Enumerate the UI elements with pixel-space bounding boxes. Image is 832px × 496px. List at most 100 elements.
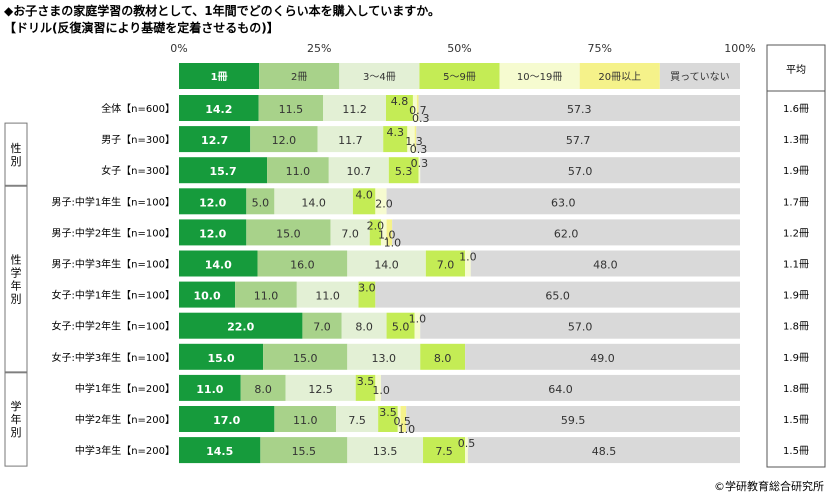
group-label: 別 — [11, 293, 22, 306]
data-label: 14.0 — [205, 259, 232, 272]
row-label: 女子:中学1年生【n=100】 — [51, 289, 175, 302]
data-label: 48.5 — [592, 445, 617, 458]
bar-segment — [179, 95, 259, 121]
bar-segment — [414, 312, 421, 339]
data-label: 15.0 — [293, 352, 318, 365]
row-label: 女子【n=300】 — [101, 164, 175, 177]
bar-segment — [375, 281, 740, 308]
bar-segment — [341, 312, 387, 339]
data-label: 14.5 — [206, 445, 233, 458]
bar-segment — [420, 312, 740, 339]
data-label: 0.3 — [412, 112, 430, 125]
bar-segment — [400, 406, 407, 432]
data-label: 3.5 — [357, 375, 375, 388]
bar-segment — [336, 406, 379, 432]
bar-segment — [470, 250, 740, 277]
legend-label: 5～9冊 — [443, 72, 476, 83]
bar-segment — [179, 374, 241, 401]
data-label: 22.0 — [227, 321, 254, 334]
group-box — [4, 371, 28, 467]
bar-segment — [375, 188, 387, 215]
row-average: 1.8冊 — [783, 384, 809, 395]
bar-segment — [246, 188, 275, 215]
bar-segment — [258, 95, 324, 121]
data-label: 5.0 — [252, 196, 270, 209]
row-average: 1.9冊 — [783, 353, 809, 364]
legend-label: 20冊以上 — [598, 71, 641, 83]
data-label: 11.0 — [196, 383, 223, 396]
bar-segment — [263, 343, 348, 370]
data-label: 1.0 — [378, 228, 396, 241]
data-label: 15.0 — [208, 352, 235, 365]
data-label: 14.2 — [205, 103, 232, 116]
bar-segment — [347, 437, 424, 464]
bar-segment — [465, 343, 740, 370]
legend-swatch — [259, 63, 340, 89]
group-label: 年 — [11, 279, 22, 293]
bar-segment — [260, 437, 348, 464]
bar-segment — [240, 374, 286, 401]
row-average: 1.8冊 — [783, 322, 809, 333]
data-label: 8.0 — [254, 383, 272, 396]
group-box — [4, 184, 28, 374]
data-label: 12.0 — [272, 134, 297, 147]
bar-segment — [380, 219, 387, 246]
bar-segment — [420, 343, 466, 370]
data-label: 11.7 — [338, 134, 363, 147]
legend-swatch — [179, 63, 260, 89]
row-average: 1.5冊 — [783, 446, 809, 457]
average-column-frame — [766, 44, 826, 468]
row-average: 1.3冊 — [783, 135, 809, 146]
legend-swatch — [659, 63, 740, 89]
bar-segment — [392, 219, 740, 246]
data-label: 0.3 — [410, 143, 428, 156]
bar-segment — [418, 95, 740, 121]
data-label: 10.7 — [347, 165, 372, 178]
data-label: 15.0 — [276, 227, 301, 240]
bar-segment — [380, 374, 740, 401]
bar-segment — [355, 374, 376, 401]
bar-segment — [235, 281, 297, 308]
data-label: 8.0 — [355, 321, 373, 334]
bar-segment — [250, 126, 318, 153]
data-label: 15.5 — [292, 445, 317, 458]
copyright-credit: ©学研教育総合研究所 — [714, 480, 824, 493]
bar-segment — [296, 281, 359, 308]
data-label: 3.5 — [379, 406, 397, 419]
bar-segment — [407, 126, 415, 153]
bar-segment — [179, 437, 261, 464]
data-label: 1.0 — [372, 384, 390, 397]
bar-segment — [179, 157, 268, 184]
data-label: 1.3 — [405, 135, 423, 148]
group-label: 別 — [11, 155, 22, 168]
bar-segment — [179, 281, 236, 308]
bar-segment — [420, 157, 740, 184]
data-label: 1.0 — [384, 236, 402, 249]
data-label: 16.0 — [290, 259, 315, 272]
bar-segment — [414, 126, 417, 153]
bar-segment — [267, 157, 329, 184]
row-label: 男子【n=300】 — [101, 134, 175, 146]
data-label: 11.0 — [286, 165, 311, 178]
bar-segment — [465, 250, 471, 277]
bar-segment — [465, 437, 468, 464]
data-label: 59.5 — [561, 414, 586, 427]
bar-segment — [274, 406, 337, 432]
data-label: 10.0 — [193, 290, 220, 303]
bar-segment — [375, 374, 381, 401]
row-label: 男子:中学3年生【n=100】 — [51, 258, 175, 271]
chart-title: ◆お子さまの家庭学習の教材として、1年間でどのくらい本を購入していますか。 — [4, 4, 441, 18]
data-label: 11.0 — [293, 414, 318, 427]
row-label: 男子:中学1年生【n=100】 — [51, 195, 175, 208]
bar-segment — [347, 343, 421, 370]
data-label: 4.8 — [391, 95, 409, 108]
bar-segment — [302, 312, 342, 339]
data-label: 0.3 — [411, 157, 429, 170]
bar-segment — [412, 95, 417, 121]
row-average: 1.2冊 — [783, 228, 809, 239]
data-label: 2.0 — [367, 219, 385, 232]
data-label: 13.5 — [373, 445, 398, 458]
x-tick-label: 0% — [170, 42, 187, 55]
legend-swatch — [339, 63, 420, 89]
